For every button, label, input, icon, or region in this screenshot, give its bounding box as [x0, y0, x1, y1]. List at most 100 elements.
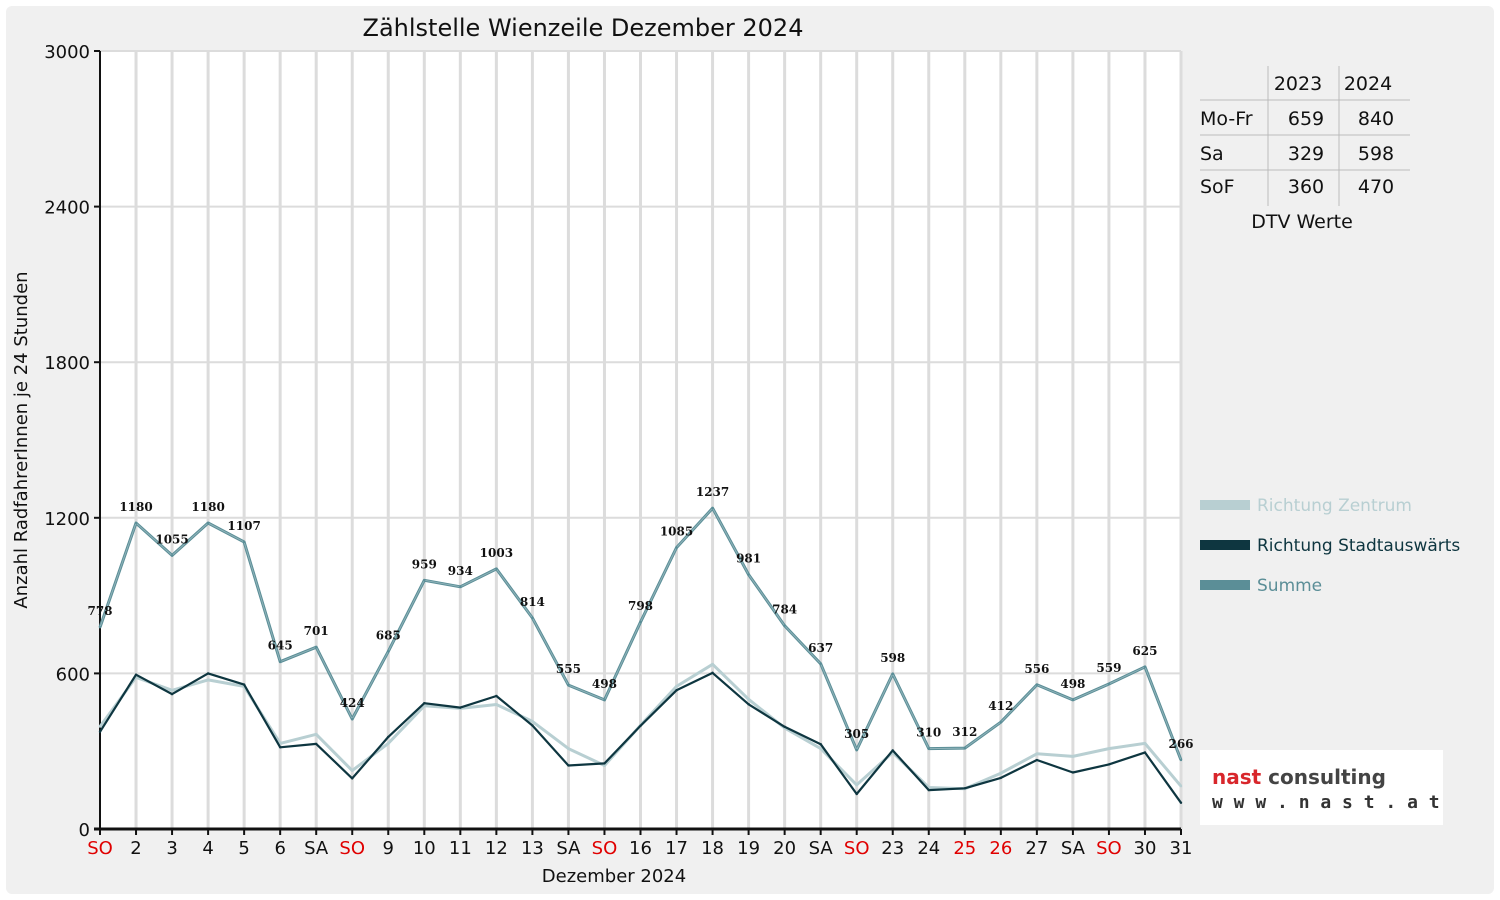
- data-label: 412: [988, 699, 1013, 713]
- data-label: 1085: [660, 525, 693, 539]
- data-point: [675, 689, 678, 692]
- data-point: [999, 720, 1003, 724]
- data-point: [1107, 747, 1111, 750]
- data-label: 559: [1096, 661, 1121, 675]
- x-tick-label: 19: [737, 838, 760, 859]
- data-point: [639, 724, 642, 727]
- data-point: [819, 742, 822, 746]
- data-point: [747, 573, 750, 576]
- dtv-cell: 470: [1358, 176, 1394, 198]
- legend-swatch: [1200, 580, 1250, 590]
- data-point: [1143, 751, 1147, 754]
- data-label: 814: [520, 595, 545, 609]
- x-tick-label: SO: [592, 838, 618, 859]
- data-point: [134, 673, 138, 676]
- data-point: [1179, 801, 1183, 805]
- x-tick-label: SA: [304, 838, 329, 859]
- x-tick-label: 5: [238, 838, 249, 859]
- data-point: [1107, 682, 1111, 686]
- dtv-row-label: SoF: [1200, 176, 1235, 198]
- x-tick-label: 27: [1025, 838, 1048, 859]
- data-point: [855, 748, 858, 752]
- x-tick-label: 16: [629, 838, 652, 859]
- data-label: 555: [556, 662, 581, 676]
- data-point: [459, 706, 462, 709]
- data-point: [98, 725, 102, 728]
- data-point: [242, 540, 246, 544]
- data-point: [891, 749, 894, 752]
- data-point: [783, 624, 786, 627]
- data-point: [170, 692, 174, 696]
- dtv-cell: 360: [1288, 176, 1324, 198]
- x-tick-label: SA: [1061, 838, 1086, 859]
- data-point: [891, 672, 894, 676]
- data-point: [278, 660, 282, 663]
- data-label: 498: [592, 677, 617, 691]
- data-point: [531, 724, 534, 727]
- data-point: [459, 585, 462, 588]
- data-point: [639, 620, 642, 624]
- dtv-header-2024: 2024: [1344, 73, 1392, 95]
- dtv-table: 2023 2024 Mo-Fr 659 840 Sa 329 598 SoF 3…: [1200, 66, 1410, 233]
- y-tick-label: 1200: [44, 509, 90, 530]
- data-point: [1071, 698, 1075, 702]
- nast-consulting-logo: nast consulting w w w . n a s t . a t: [1200, 750, 1443, 825]
- data-point: [315, 733, 318, 736]
- data-label: 1107: [227, 519, 260, 533]
- data-point: [1107, 763, 1111, 766]
- dtv-row-label: Mo-Fr: [1200, 108, 1253, 130]
- dtv-cell: 598: [1358, 143, 1394, 165]
- x-tick-label: SO: [339, 838, 365, 859]
- x-tick-label: SA: [809, 838, 834, 859]
- data-point: [999, 772, 1003, 775]
- data-label: 598: [880, 651, 905, 665]
- data-point: [495, 694, 498, 698]
- data-label: 1180: [119, 500, 152, 514]
- chart-title: Zählstelle Wienzeile Dezember 2024: [363, 14, 804, 42]
- x-tick-label: 20: [773, 838, 796, 859]
- x-tick-label: 2: [130, 838, 141, 859]
- data-point: [675, 546, 678, 549]
- x-tick-label: 30: [1134, 838, 1157, 859]
- data-label: 625: [1132, 644, 1157, 658]
- data-point: [1035, 683, 1039, 687]
- x-axis-label: Dezember 2024: [542, 866, 686, 887]
- data-point: [711, 671, 714, 675]
- data-point: [170, 689, 174, 692]
- data-point: [675, 685, 678, 688]
- x-tick-label: SO: [844, 838, 870, 859]
- x-tick-label: 11: [449, 838, 472, 859]
- x-tick-label: 12: [485, 838, 508, 859]
- data-label: 784: [772, 603, 797, 617]
- dtv-cell: 840: [1358, 108, 1394, 130]
- data-point: [98, 626, 102, 629]
- data-point: [242, 683, 246, 686]
- data-label: 701: [304, 624, 329, 638]
- data-label: 645: [268, 639, 293, 653]
- data-point: [206, 678, 210, 682]
- y-axis-label: Anzahl RadfahrerInnen je 24 Stunden: [11, 271, 32, 608]
- x-tick-label: 9: [383, 838, 394, 859]
- data-point: [1179, 785, 1183, 788]
- x-tick-label: 26: [989, 838, 1012, 859]
- data-point: [1179, 758, 1183, 762]
- x-tick-label: 13: [521, 838, 544, 859]
- data-point: [1071, 771, 1075, 774]
- data-point: [783, 725, 786, 729]
- data-point: [963, 787, 966, 790]
- x-tick-label: 17: [665, 838, 688, 859]
- data-label: 959: [412, 557, 437, 571]
- legend-swatch: [1200, 540, 1250, 550]
- data-label: 312: [952, 725, 977, 739]
- data-point: [603, 764, 606, 767]
- x-tick-label: 18: [701, 838, 724, 859]
- data-point: [387, 650, 390, 653]
- logo-brand-dark: consulting: [1261, 765, 1386, 789]
- data-point: [819, 662, 822, 666]
- legend-swatch: [1200, 500, 1250, 510]
- data-point: [819, 747, 822, 750]
- legend-entry: Richtung Zentrum: [1257, 496, 1412, 516]
- data-label: 637: [808, 641, 833, 655]
- data-point: [1035, 758, 1039, 762]
